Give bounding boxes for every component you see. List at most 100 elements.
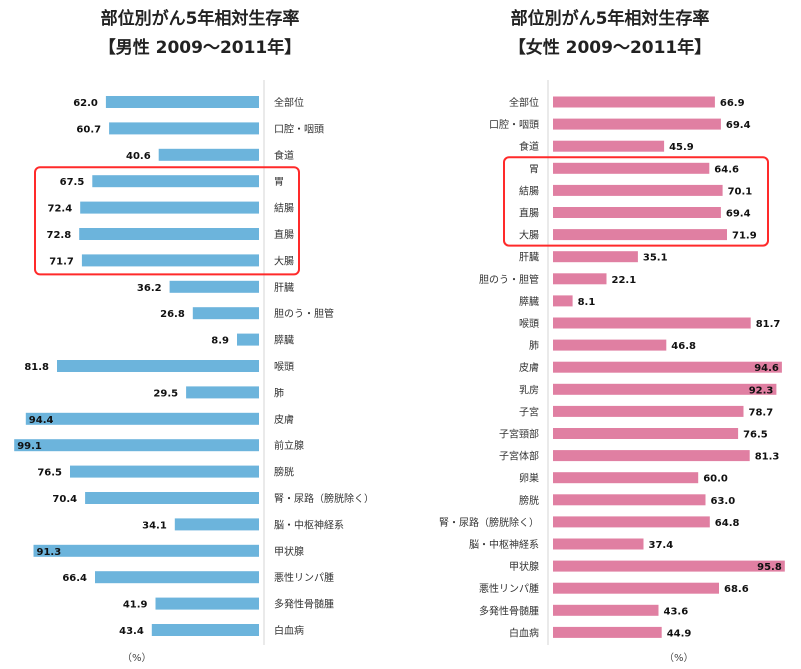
female-bar bbox=[553, 273, 607, 285]
female-category-label: 白血病 bbox=[509, 626, 539, 639]
female-bar bbox=[553, 317, 751, 329]
male-value-label: 26.8 bbox=[160, 309, 185, 320]
male-category-label: 大腸 bbox=[274, 254, 294, 267]
female-bar bbox=[553, 184, 723, 196]
female-value-label: 64.6 bbox=[714, 164, 739, 175]
female-category-label: 多発性骨髄腫 bbox=[479, 604, 539, 617]
female-value-label: 43.6 bbox=[664, 606, 689, 617]
male-bar bbox=[155, 597, 259, 610]
male-bar bbox=[80, 201, 259, 214]
male-bar bbox=[169, 280, 259, 293]
male-category-label: 胃 bbox=[274, 176, 284, 188]
female-category-label: 大腸 bbox=[519, 229, 539, 242]
female-value-label: 37.4 bbox=[649, 540, 674, 551]
male-value-label: 60.7 bbox=[76, 124, 101, 135]
female-category-label: 子宮頸部 bbox=[499, 428, 539, 441]
male-value-label: 41.9 bbox=[123, 600, 148, 611]
female-category-label: 膀胱 bbox=[519, 494, 539, 507]
female-bar bbox=[553, 229, 727, 241]
male-category-label: 肝臓 bbox=[274, 282, 294, 294]
male-value-label: 94.4 bbox=[29, 415, 54, 426]
male-category-label: 口腔・咽頭 bbox=[274, 122, 324, 135]
female-category-label: 全部位 bbox=[509, 96, 539, 109]
female-value-label: 68.6 bbox=[724, 584, 749, 595]
female-highlight-box bbox=[503, 156, 769, 247]
male-bar bbox=[158, 148, 259, 161]
male-value-label: 43.4 bbox=[119, 626, 144, 637]
female-bar bbox=[553, 494, 706, 506]
male-value-label: 40.6 bbox=[126, 151, 151, 162]
female-category-label: 口腔・咽頭 bbox=[489, 118, 539, 131]
male-category-label: 結腸 bbox=[274, 202, 294, 215]
female-value-label: 22.1 bbox=[612, 275, 637, 286]
male-value-label: 36.2 bbox=[137, 283, 162, 294]
female-value-label: 64.8 bbox=[715, 518, 740, 529]
male-value-label: 34.1 bbox=[142, 520, 167, 531]
male-bar bbox=[95, 571, 259, 584]
female-value-label: 45.9 bbox=[669, 142, 694, 153]
male-value-label: 8.9 bbox=[211, 336, 229, 347]
female-category-label: 膵臓 bbox=[519, 296, 539, 308]
male-bar bbox=[14, 439, 260, 452]
female-unit-label: （%） bbox=[664, 653, 694, 664]
female-bar bbox=[553, 361, 782, 373]
male-bar bbox=[105, 96, 260, 108]
male-category-label: 悪性リンパ腫 bbox=[274, 571, 334, 584]
female-value-label: 69.4 bbox=[726, 120, 751, 131]
female-value-label: 46.8 bbox=[671, 341, 696, 352]
female-value-label: 8.1 bbox=[578, 297, 596, 308]
male-category-label: 皮膚 bbox=[274, 413, 294, 426]
female-bar bbox=[553, 626, 662, 638]
male-category-label: 多発性骨髄腫 bbox=[274, 598, 334, 611]
female-bar bbox=[553, 162, 710, 174]
female-bar bbox=[553, 251, 638, 263]
female-bar bbox=[553, 604, 659, 616]
male-value-label: 71.7 bbox=[49, 256, 74, 267]
female-bar bbox=[553, 560, 785, 572]
female-value-label: 92.3 bbox=[749, 385, 774, 396]
male-category-label: 肺 bbox=[274, 387, 284, 399]
male-value-label: 67.5 bbox=[60, 177, 85, 188]
male-category-label: 食道 bbox=[274, 149, 294, 162]
female-bar bbox=[553, 207, 721, 218]
male-highlight-box bbox=[34, 166, 300, 276]
female-chart-title: 部位別がん5年相対生存率 bbox=[510, 9, 710, 29]
male-bar bbox=[85, 492, 259, 504]
female-category-label: 肝臓 bbox=[519, 252, 539, 264]
male-value-label: 81.8 bbox=[24, 362, 49, 373]
female-value-label: 63.0 bbox=[711, 496, 736, 507]
male-bar bbox=[92, 175, 259, 188]
female-bar bbox=[553, 96, 715, 108]
female-category-label: 甲状腺 bbox=[509, 560, 539, 573]
male-bar bbox=[81, 254, 260, 267]
male-value-label: 72.4 bbox=[48, 204, 73, 215]
female-bar bbox=[553, 118, 721, 130]
male-bar bbox=[109, 122, 259, 135]
female-category-label: 喉頭 bbox=[519, 318, 539, 330]
male-value-label: 99.1 bbox=[17, 441, 42, 452]
male-value-label: 91.3 bbox=[37, 547, 62, 558]
male-unit-label: （%） bbox=[122, 653, 152, 664]
female-bar bbox=[553, 516, 710, 528]
female-chart-subtitle: 【女性 2009〜2011年】 bbox=[508, 38, 712, 58]
female-bar bbox=[553, 538, 644, 550]
female-bar bbox=[553, 405, 744, 417]
female-bar bbox=[553, 428, 739, 439]
female-category-label: 子宮体部 bbox=[499, 450, 539, 463]
female-bar bbox=[553, 582, 719, 594]
male-category-label: 脳・中枢神経系 bbox=[274, 518, 344, 531]
female-bar bbox=[553, 339, 667, 351]
male-category-label: 白血病 bbox=[274, 624, 304, 637]
female-bar bbox=[553, 450, 750, 462]
female-category-label: 食道 bbox=[519, 140, 539, 153]
female-category-label: 腎・尿路（膀胱除く） bbox=[439, 516, 539, 529]
male-bar bbox=[57, 360, 259, 372]
male-category-label: 膵臓 bbox=[274, 335, 294, 347]
female-value-label: 44.9 bbox=[667, 628, 692, 639]
male-value-label: 70.4 bbox=[52, 494, 77, 505]
male-value-label: 29.5 bbox=[153, 388, 178, 399]
male-bar bbox=[186, 386, 259, 399]
female-bar bbox=[553, 472, 699, 484]
male-chart-title: 部位別がん5年相対生存率 bbox=[100, 9, 300, 29]
male-bar bbox=[33, 544, 259, 557]
